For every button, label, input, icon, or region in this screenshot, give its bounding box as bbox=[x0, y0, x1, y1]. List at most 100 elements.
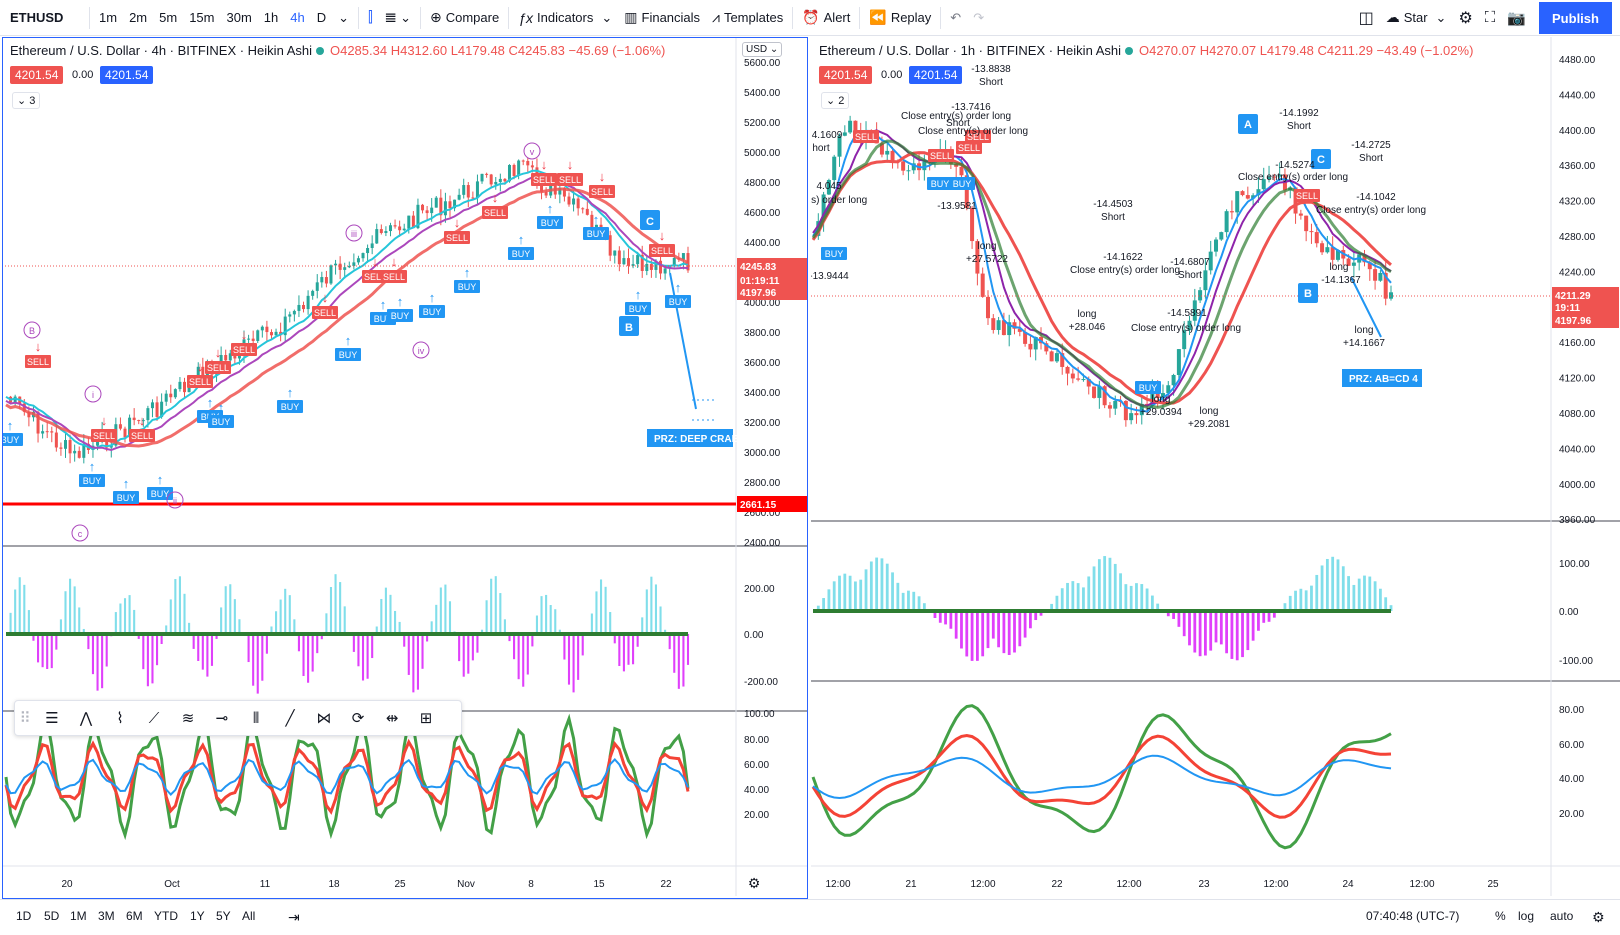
candle-body bbox=[1373, 269, 1378, 281]
range-1m[interactable]: 1M bbox=[70, 909, 87, 923]
candle-body bbox=[1256, 189, 1261, 196]
candle-body bbox=[1198, 290, 1203, 301]
fullscreen-icon[interactable]: ⛶ bbox=[1484, 9, 1496, 26]
candle-body bbox=[320, 277, 324, 283]
symbol-search[interactable]: ETHUSD bbox=[10, 10, 64, 25]
indicators-button[interactable]: ƒx Indicators ⌄ bbox=[512, 0, 618, 36]
drag-handle-icon[interactable]: ⠿ bbox=[19, 710, 31, 727]
left-chart-pane[interactable]: 5600.00 5400.00 5200.00 5000.00 4800.00 4600.… bbox=[0, 37, 808, 899]
buy-price-button[interactable]: 4201.54 bbox=[909, 66, 963, 84]
layout-icon[interactable]: ◫ bbox=[1358, 9, 1374, 27]
goto-date-icon[interactable]: ⇥ bbox=[288, 909, 300, 925]
alert-button[interactable]: ⏰ Alert bbox=[796, 0, 856, 36]
candle-body bbox=[1054, 353, 1059, 362]
range-1y[interactable]: 1Y bbox=[190, 909, 205, 923]
auto-toggle[interactable]: auto bbox=[1550, 909, 1574, 923]
settings-gear-icon[interactable]: ⚙ bbox=[1592, 909, 1605, 925]
strategy-annotation: long bbox=[1200, 406, 1219, 417]
drawing-toolbar: ⠿ ☰ ⋀ ⌇ ⟋ ≋ ⊸ ⦀ ╱ ⋈ ⟳ ⇹ ⊞ bbox=[14, 700, 462, 736]
sell-price-button[interactable]: 4201.54 bbox=[819, 66, 873, 84]
interval-15m[interactable]: 15m bbox=[189, 10, 215, 25]
horizontal-ray-icon[interactable]: ⊸ bbox=[215, 710, 229, 727]
redo-icon[interactable]: ↷ bbox=[973, 9, 985, 25]
templates-button[interactable]: ⩘ Templates bbox=[706, 0, 789, 36]
interval-dropdown-icon[interactable]: ⌄ bbox=[338, 9, 350, 25]
interval-1h[interactable]: 1h bbox=[263, 10, 279, 25]
interval-1m[interactable]: 1m bbox=[99, 10, 118, 25]
publish-button[interactable]: Publish bbox=[1539, 2, 1612, 34]
indicator-count: 2 bbox=[838, 95, 845, 107]
pattern-icon[interactable]: ⋀ bbox=[79, 710, 93, 727]
compare-button[interactable]: ⊕ Compare bbox=[424, 0, 505, 36]
candle-body bbox=[964, 175, 969, 208]
projection-line bbox=[1350, 276, 1382, 338]
range-1d[interactable]: 1D bbox=[16, 909, 32, 923]
left-chart-canvas[interactable]: 5600.00 5400.00 5200.00 5000.00 4800.00 4600.… bbox=[0, 37, 808, 899]
price-tick-label: 2600.00 bbox=[744, 508, 781, 519]
range-5d[interactable]: 5D bbox=[44, 909, 60, 923]
range-all[interactable]: All bbox=[242, 909, 256, 923]
undo-icon[interactable]: ↶ bbox=[950, 9, 962, 25]
indicators-collapse-button[interactable]: ⌄ 2 bbox=[821, 92, 850, 109]
settings-gear-icon[interactable]: ⚙ bbox=[1458, 9, 1473, 27]
candle-body bbox=[77, 450, 81, 458]
strategy-annotation: Short bbox=[946, 118, 970, 129]
price-tick-label: 4280.00 bbox=[1559, 232, 1596, 243]
elliott-wave-icon[interactable]: ⌇ bbox=[116, 710, 124, 727]
position-icon[interactable]: ⊞ bbox=[419, 710, 433, 727]
financials-button[interactable]: ▥ Financials bbox=[618, 0, 706, 36]
pattern-point bbox=[1238, 114, 1258, 134]
buy-price-button[interactable]: 4201.54 bbox=[100, 66, 154, 84]
range-ytd[interactable]: YTD bbox=[154, 909, 178, 923]
interval-30m[interactable]: 30m bbox=[226, 10, 252, 25]
candle-body bbox=[645, 263, 649, 271]
time-tick-label: 12:00 bbox=[1116, 879, 1141, 890]
clock-timezone[interactable]: 07:40:48 (UTC-7) bbox=[1366, 909, 1460, 923]
range-5y[interactable]: 5Y bbox=[216, 909, 231, 923]
camera-icon[interactable]: 📷 bbox=[1507, 9, 1526, 27]
fib-icon[interactable]: ≋ bbox=[181, 710, 195, 727]
currency-select[interactable]: USD ⌄ bbox=[742, 42, 783, 57]
lines-icon[interactable]: ☰ bbox=[45, 710, 59, 727]
candle-body bbox=[489, 174, 493, 185]
pattern-point bbox=[1311, 149, 1331, 169]
right-chart-pane[interactable]: 4480.00 4440.00 4400.00 4360.00 4320.00 4280.… bbox=[803, 37, 1620, 899]
candle-body bbox=[980, 273, 985, 297]
right-chart-canvas[interactable]: 4480.00 4440.00 4400.00 4360.00 4320.00 4280.… bbox=[803, 37, 1620, 899]
range-3m[interactable]: 3M bbox=[98, 909, 115, 923]
interval-5m[interactable]: 5m bbox=[159, 10, 178, 25]
candle-type-button[interactable]: 𝌆 ⌄ bbox=[384, 9, 411, 25]
candle-body bbox=[507, 164, 511, 182]
trend-line-icon[interactable]: ⟋ bbox=[148, 709, 160, 727]
elliott-wave-circle bbox=[23, 321, 41, 339]
candle-body bbox=[347, 265, 351, 268]
price-tick-label: 4400.00 bbox=[1559, 126, 1596, 137]
layout-name-button[interactable]: ☁ Star ⌄ bbox=[1380, 0, 1453, 36]
down-arrow-icon: ↓ bbox=[35, 339, 42, 354]
replay-button[interactable]: ⏪ Replay bbox=[863, 0, 937, 36]
sell-price-button[interactable]: 4201.54 bbox=[10, 66, 64, 84]
cloud-icon: ☁ bbox=[1385, 9, 1400, 25]
price-axis-tag bbox=[1552, 299, 1619, 315]
log-toggle[interactable]: log bbox=[1518, 909, 1535, 923]
candle-body bbox=[906, 170, 911, 172]
indicators-collapse-button[interactable]: ⌄ 3 bbox=[12, 92, 41, 109]
interval-4h[interactable]: 4h bbox=[290, 10, 305, 25]
candle-body bbox=[485, 173, 489, 175]
vertical-lines-icon[interactable]: ⦀ bbox=[252, 709, 260, 727]
xabcd-icon[interactable]: ⋈ bbox=[316, 710, 332, 727]
price-tick-label: 5400.00 bbox=[744, 88, 781, 99]
cycle-icon[interactable]: ⟳ bbox=[351, 710, 365, 727]
bar-chart-icon: ▥ bbox=[624, 9, 638, 25]
candle-body bbox=[911, 163, 916, 171]
up-arrow-icon: ↑ bbox=[345, 333, 352, 348]
strategy-annotation: -14.4503 bbox=[1093, 199, 1133, 210]
range-6m[interactable]: 6M bbox=[126, 909, 143, 923]
sell-signal-tag bbox=[129, 429, 155, 442]
ranges-icon[interactable]: ⇹ bbox=[385, 710, 399, 727]
percent-toggle[interactable]: % bbox=[1495, 909, 1506, 923]
ray-icon[interactable]: ╱ bbox=[285, 710, 295, 727]
bar-style-icon[interactable]: ⫿ bbox=[368, 9, 373, 26]
interval-2m[interactable]: 2m bbox=[129, 10, 148, 25]
interval-D[interactable]: D bbox=[316, 10, 327, 25]
